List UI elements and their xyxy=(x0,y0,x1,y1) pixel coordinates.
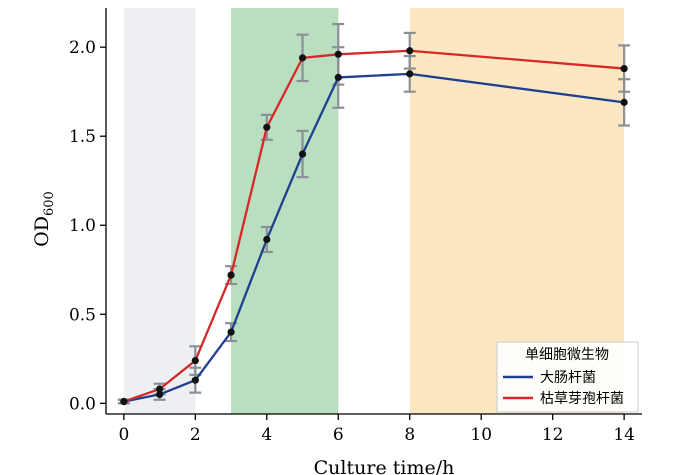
x-tick-label-0: 0 xyxy=(118,425,129,445)
data-point-0-5 xyxy=(298,150,307,158)
data-point-1-5 xyxy=(298,54,307,62)
data-point-1-8 xyxy=(620,64,628,73)
y-axis-title-subscript: 600 xyxy=(42,191,57,216)
x-tick-label-4: 8 xyxy=(404,425,415,445)
y-axis-title: OD600 xyxy=(31,191,57,247)
phase-region-1 xyxy=(231,8,339,414)
y-tick-label-3: 1.5 xyxy=(69,127,96,147)
legend-title: 单细胞微生物 xyxy=(525,347,609,363)
y-tick-label-0: 0.0 xyxy=(69,394,96,414)
x-tick-label-5: 10 xyxy=(470,425,492,445)
x-tick-label-6: 12 xyxy=(542,425,564,445)
data-point-1-7 xyxy=(406,47,414,55)
data-point-1-6 xyxy=(334,50,342,58)
y-axis-title-main: OD xyxy=(31,216,53,247)
data-point-0-6 xyxy=(334,73,342,82)
x-tick-label-7: 14 xyxy=(613,425,635,445)
data-point-1-3 xyxy=(227,271,235,279)
data-point-1-4 xyxy=(263,123,271,131)
x-tick-label-1: 2 xyxy=(190,425,201,445)
axes: 0.0 0.5 1.0 1.5 2.0 0 2 4 6 8 10 12 14 Culture time/h… xyxy=(31,8,642,475)
x-tick-label-3: 6 xyxy=(333,425,344,445)
data-point-0-2 xyxy=(191,376,199,384)
data-points xyxy=(120,47,628,406)
x-axis-title: Culture time/h xyxy=(314,457,455,475)
data-point-0-3 xyxy=(227,328,235,336)
data-point-0-4 xyxy=(263,235,271,244)
legend-label-ecoli: 大肠杆菌 xyxy=(540,370,596,386)
data-point-0-7 xyxy=(406,70,414,78)
data-point-1-0 xyxy=(120,397,128,406)
legend: 单细胞微生物 大肠杆菌 枯草芽孢杆菌 xyxy=(496,341,639,413)
y-tick-label-4: 2.0 xyxy=(69,38,96,58)
y-tick-label-1: 0.5 xyxy=(69,305,96,325)
x-tick-label-2: 4 xyxy=(261,425,272,445)
phase-region-0 xyxy=(123,8,196,414)
data-point-0-8 xyxy=(620,98,628,106)
data-point-1-1 xyxy=(156,385,164,393)
y-tick-label-2: 1.0 xyxy=(69,216,96,236)
data-point-0-1 xyxy=(156,390,164,399)
data-point-1-2 xyxy=(191,356,199,365)
legend-label-bsubtilis: 枯草芽孢杆菌 xyxy=(540,391,624,407)
